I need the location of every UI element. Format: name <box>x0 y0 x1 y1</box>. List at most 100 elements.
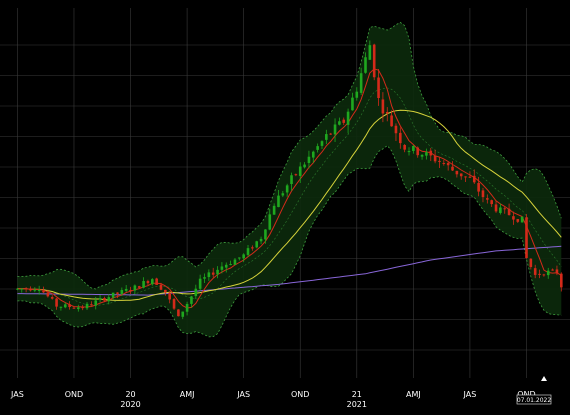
candle-body <box>507 208 511 216</box>
candle <box>555 265 559 276</box>
candle <box>481 187 485 203</box>
candle-body <box>529 258 533 268</box>
candle <box>316 143 319 153</box>
candle-body <box>63 304 67 308</box>
candle-body <box>481 190 485 198</box>
candle <box>529 258 533 270</box>
last-date-label: 07.01.2022 <box>517 397 552 404</box>
candle <box>399 127 402 149</box>
candle-body <box>203 277 206 279</box>
x-tick-label: JAS <box>463 390 477 399</box>
candle <box>37 285 41 295</box>
candle <box>159 282 163 291</box>
candle-body <box>381 99 385 114</box>
candle <box>20 288 24 293</box>
candle-body <box>220 266 224 270</box>
candle-body <box>346 111 350 125</box>
candle-body <box>307 156 311 163</box>
candle-body <box>316 146 319 150</box>
candle <box>351 92 354 111</box>
bollinger-band-upper <box>17 21 562 290</box>
candle <box>368 40 372 60</box>
candle <box>224 262 228 273</box>
candle-body <box>116 292 119 294</box>
candle <box>459 173 463 180</box>
candle <box>116 292 119 299</box>
x-tick-label: 21 <box>352 390 362 399</box>
candle-body <box>446 162 450 166</box>
candle-body <box>120 290 124 294</box>
candle <box>29 286 32 292</box>
candle-body <box>416 147 420 156</box>
candle-body <box>433 155 437 162</box>
candle-body <box>255 241 259 248</box>
candle <box>472 169 476 184</box>
candle <box>429 147 433 162</box>
candle <box>525 214 528 259</box>
candle <box>438 157 441 169</box>
candle <box>98 295 102 303</box>
candle-body <box>499 207 502 213</box>
candle-body <box>55 298 58 307</box>
candle-body <box>24 288 28 290</box>
candle-body <box>185 303 189 312</box>
candle-body <box>490 200 493 205</box>
last-date-badge <box>516 394 552 405</box>
candle <box>486 194 489 204</box>
candle-body <box>372 44 376 78</box>
candle <box>464 176 467 183</box>
candle-body <box>385 111 389 114</box>
candle <box>468 171 472 179</box>
candle-body <box>177 309 180 317</box>
x-tick-year-label: 2020 <box>120 400 140 409</box>
candle-body <box>94 300 98 306</box>
candle <box>255 240 259 249</box>
candle-body <box>429 150 433 156</box>
candle <box>381 92 385 123</box>
candle <box>72 305 76 309</box>
moving-average-long <box>17 245 562 296</box>
candle-body <box>407 151 411 153</box>
candle-body <box>259 238 263 242</box>
candle <box>394 123 398 141</box>
candle <box>442 159 446 166</box>
candle <box>155 277 158 285</box>
candle <box>364 52 367 74</box>
candle <box>403 144 406 153</box>
candle <box>329 132 332 136</box>
candle-body <box>516 219 520 222</box>
candle <box>94 296 98 310</box>
candle-body <box>477 183 480 192</box>
candle <box>190 295 193 308</box>
candle-body <box>190 296 193 304</box>
candle-body <box>77 307 80 310</box>
candle-body <box>150 279 154 285</box>
candle-body <box>224 264 228 268</box>
candle <box>107 294 111 305</box>
candle <box>412 145 415 154</box>
candle <box>307 150 311 169</box>
candle-body <box>133 285 137 291</box>
candle <box>42 286 45 294</box>
candle-body <box>329 133 332 135</box>
candle-body <box>538 273 541 275</box>
candle <box>172 297 176 311</box>
candle <box>512 211 515 225</box>
candle-body <box>198 278 202 289</box>
candle-body <box>155 278 158 285</box>
candle <box>142 277 145 289</box>
candle-body <box>342 119 346 123</box>
candle-body <box>359 73 363 93</box>
candle <box>68 301 71 310</box>
candle <box>229 260 232 266</box>
candle-body <box>503 208 507 210</box>
candle <box>272 203 276 215</box>
candle-body <box>103 297 106 301</box>
candle <box>46 289 50 298</box>
candle-body <box>364 57 367 73</box>
candle <box>433 149 437 164</box>
candle-body <box>172 299 176 309</box>
candle-body <box>98 298 102 300</box>
x-tick-label: JAS <box>236 390 250 399</box>
candle-body <box>494 204 498 212</box>
